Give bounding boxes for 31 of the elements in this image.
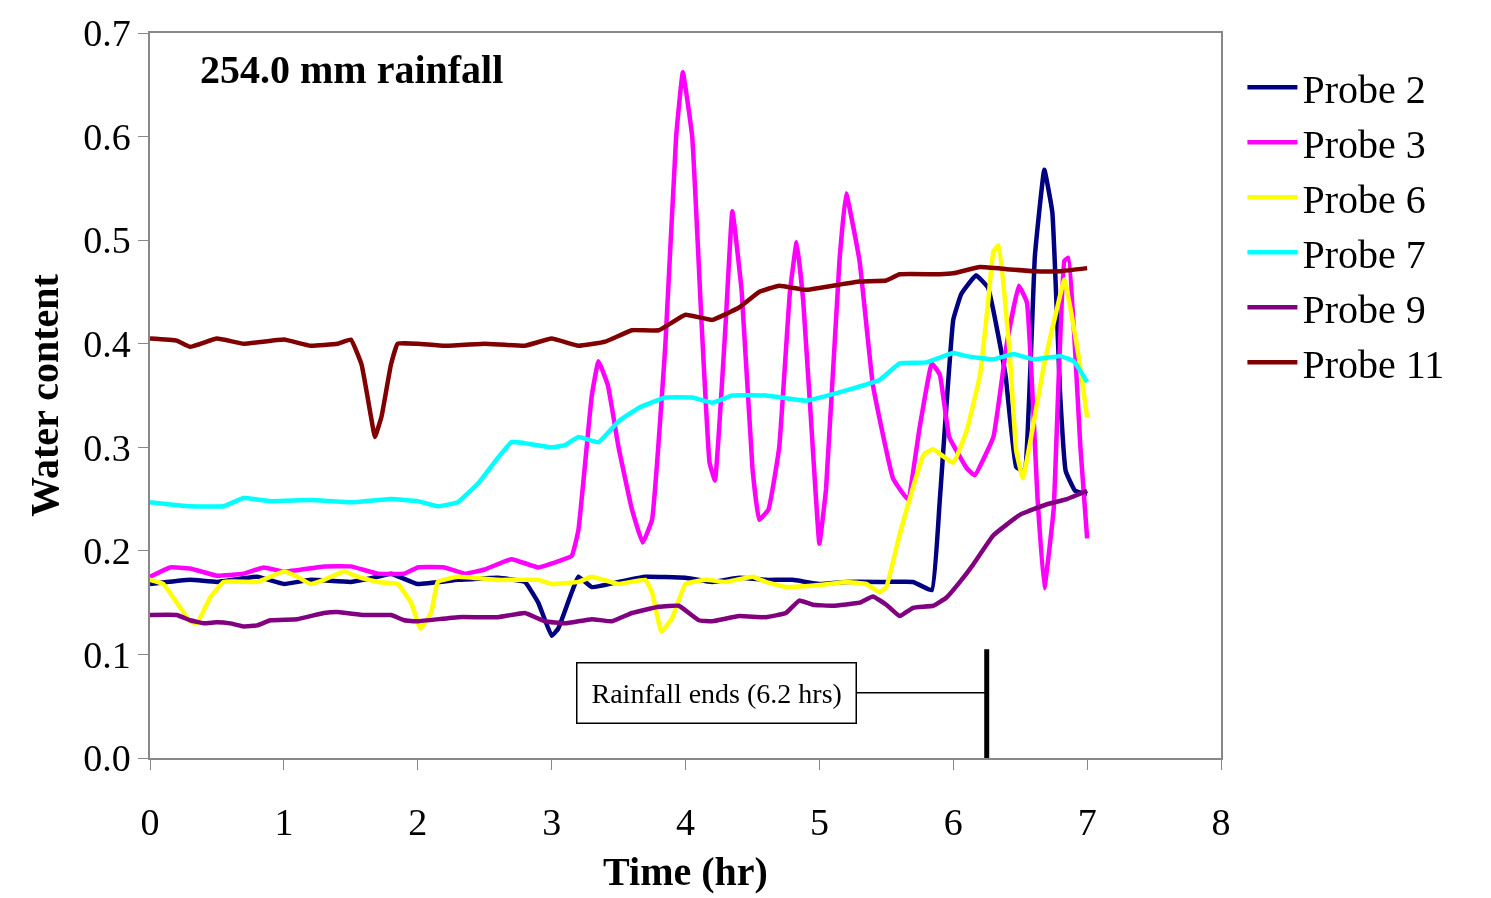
x-tick-label: 7	[1077, 801, 1097, 844]
x-tick-label: 6	[943, 801, 963, 844]
y-tick-label: 0.2	[83, 530, 131, 573]
y-tick-label: 0.6	[83, 115, 131, 158]
y-tick-label: 0.5	[83, 219, 131, 262]
chart-title: 254.0 mm rainfall	[200, 47, 504, 92]
line-series	[150, 488, 1090, 629]
legend-label: Probe 2	[1302, 66, 1426, 112]
x-tick-label: 8	[1211, 801, 1231, 844]
legend-label: Probe 7	[1302, 231, 1426, 277]
legend-label: Probe 6	[1302, 176, 1426, 222]
x-tick-label: 1	[274, 801, 294, 844]
legend-label: Probe 9	[1302, 286, 1426, 332]
x-tick-label: 4	[676, 801, 695, 844]
line-series	[150, 243, 1090, 634]
line-series	[150, 264, 1090, 440]
y-tick-label: 0.3	[83, 426, 131, 469]
y-tick-label: 0.0	[83, 737, 131, 780]
x-axis-title: Time (hr)	[603, 849, 768, 895]
y-axis-title: Water content	[22, 273, 68, 517]
y-tick-label: 0.7	[83, 12, 131, 55]
y-tick-label: 0.1	[83, 633, 131, 676]
legend-label: Probe 3	[1302, 121, 1426, 167]
x-tick-label: 5	[809, 801, 829, 844]
x-tick-label: 0	[140, 801, 160, 844]
legend-label: Probe 11	[1302, 341, 1445, 387]
x-tick-label: 3	[542, 801, 562, 844]
x-tick-label: 2	[408, 801, 428, 844]
y-tick-label: 0.4	[83, 323, 131, 366]
ref-line-label: Rainfall ends (6.2 hrs)	[591, 677, 842, 709]
line-series	[150, 350, 1090, 509]
